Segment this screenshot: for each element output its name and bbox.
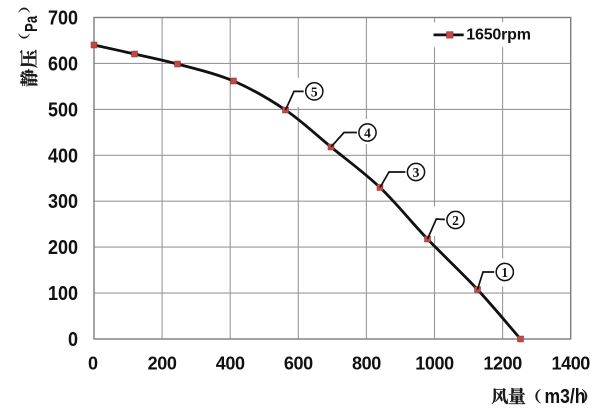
svg-text:400: 400 [48, 145, 78, 167]
svg-text:200: 200 [148, 354, 177, 374]
svg-text:600: 600 [284, 354, 313, 374]
svg-text:500: 500 [48, 100, 78, 122]
svg-text:2: 2 [452, 213, 459, 228]
svg-text:100: 100 [48, 283, 78, 305]
svg-text:0: 0 [88, 354, 98, 374]
svg-text:1200: 1200 [483, 354, 522, 374]
svg-text:400: 400 [216, 354, 245, 374]
svg-text:700: 700 [48, 8, 78, 30]
svg-text:1400: 1400 [551, 354, 590, 374]
svg-text:m3/h: m3/h [545, 385, 586, 407]
svg-text:600: 600 [48, 54, 78, 76]
svg-text:800: 800 [352, 354, 381, 374]
svg-text:1650rpm: 1650rpm [466, 27, 530, 44]
svg-text:5: 5 [311, 84, 318, 99]
svg-text:200: 200 [48, 237, 78, 259]
svg-text:0: 0 [68, 329, 78, 351]
svg-text:300: 300 [48, 191, 78, 213]
svg-text:1000: 1000 [415, 354, 454, 374]
svg-text:Pa: Pa [22, 16, 41, 32]
svg-text:4: 4 [364, 125, 371, 140]
svg-text:3: 3 [413, 165, 420, 180]
svg-text:1: 1 [501, 265, 508, 280]
